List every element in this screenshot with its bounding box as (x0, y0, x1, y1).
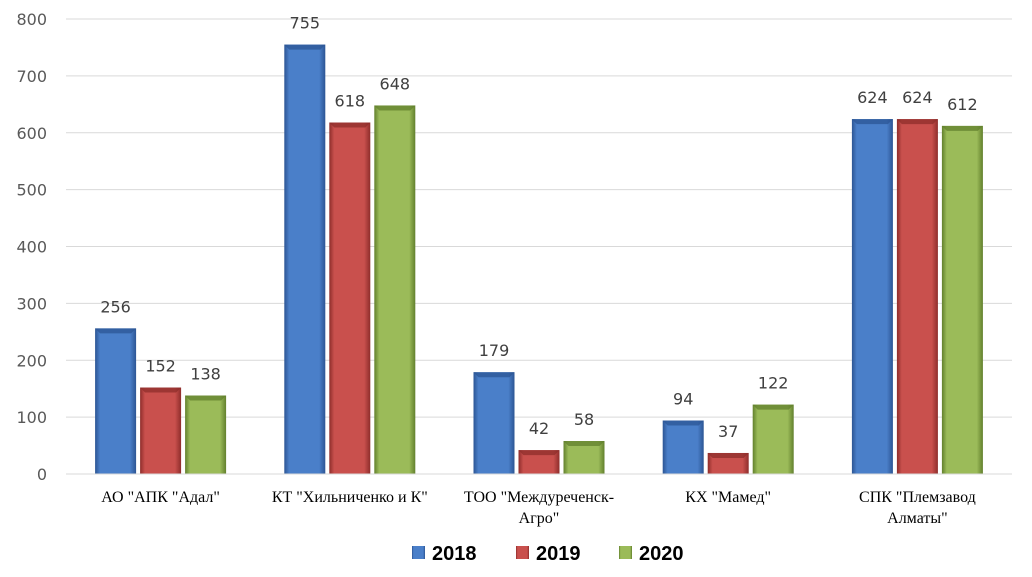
legend-swatch (516, 546, 529, 559)
bar-2020 (941, 125, 983, 475)
x-axis: АО "АПК "Адал" КТ "Хильниченко и К" ТОО "М… (66, 473, 1012, 527)
bar-2018 (473, 372, 515, 474)
bar-body (329, 122, 371, 474)
bar-2019 (518, 450, 560, 474)
bar-2019 (707, 452, 749, 474)
bar-2020 (185, 395, 227, 474)
bar-body (140, 387, 182, 474)
legend-swatch (619, 546, 632, 559)
bar-body (851, 119, 893, 474)
y-axis: 0 100 200 300 400 500 600 700 800 (16, 10, 47, 484)
x-tick-label: Алматы" (887, 510, 948, 527)
bar-bevel (140, 387, 182, 393)
data-labels: 256 152 138 755 618 648 179 42 58 94 37 122 624 624 61… (100, 14, 977, 441)
x-tick-label: ТОО "Междуреченск- (464, 489, 614, 506)
legend: 2018 2019 2020 (412, 543, 684, 565)
legend-label: 2020 (639, 543, 684, 565)
data-label: 179 (479, 341, 510, 360)
bar-bevel (563, 441, 605, 447)
data-label: 138 (190, 365, 221, 384)
y-tick-label: 800 (16, 10, 47, 29)
bar-body (473, 372, 515, 474)
data-label: 256 (100, 297, 131, 316)
legend-swatch (412, 546, 425, 559)
data-label: 42 (529, 419, 549, 438)
y-tick-label: 0 (37, 465, 47, 484)
bar-body (707, 452, 749, 474)
bar-body (896, 119, 938, 474)
bar-2018 (851, 119, 893, 474)
data-label: 755 (290, 14, 321, 33)
bar-2019 (140, 387, 182, 474)
bar-2020 (563, 441, 605, 474)
bar-bevel (851, 119, 893, 125)
y-tick-label: 300 (16, 294, 47, 313)
bar-bevel (518, 450, 560, 456)
bar-2019 (329, 122, 371, 474)
data-label: 122 (758, 374, 789, 393)
data-label: 624 (857, 88, 888, 107)
bar-bevel (752, 404, 794, 410)
bar-body (752, 404, 794, 474)
data-label: 94 (673, 390, 693, 409)
data-label: 648 (380, 74, 411, 93)
y-tick-label: 700 (16, 67, 47, 86)
legend-item-2018: 2018 (412, 543, 477, 565)
bar-bevel (284, 44, 326, 50)
bar-2018 (284, 44, 326, 474)
bar-2018 (95, 328, 137, 474)
bar-bevel (329, 122, 371, 128)
bar-body (95, 328, 137, 474)
bar-bevel (185, 395, 227, 401)
x-tick-label: КХ "Мамед" (685, 489, 771, 506)
data-label: 612 (947, 95, 978, 114)
y-tick-label: 400 (16, 238, 47, 257)
bars (95, 44, 983, 475)
bar-body (284, 44, 326, 474)
bar-body (941, 125, 983, 475)
bar-2018 (662, 420, 704, 474)
y-tick-label: 200 (16, 351, 47, 370)
bar-bevel (662, 420, 704, 426)
data-label: 152 (145, 357, 176, 376)
legend-label: 2019 (536, 543, 581, 565)
x-tick-label: АО "АПК "Адал" (101, 489, 220, 506)
y-tick-label: 500 (16, 181, 47, 200)
bar-bevel (941, 125, 983, 131)
data-label: 37 (718, 422, 738, 441)
bar-bevel (896, 119, 938, 125)
bar-body (518, 450, 560, 474)
bar-bevel (707, 452, 749, 458)
bar-2019 (896, 119, 938, 474)
bar-body (662, 420, 704, 474)
data-label: 58 (574, 410, 594, 429)
y-tick-label: 600 (16, 124, 47, 143)
bar-2020 (374, 105, 416, 474)
bar-body (563, 441, 605, 474)
bar-bevel (95, 328, 137, 334)
x-tick-label: СПК "Племзавод (859, 489, 976, 506)
bar-2020 (752, 404, 794, 474)
legend-item-2019: 2019 (516, 543, 581, 565)
data-label: 624 (902, 88, 933, 107)
bar-body (374, 105, 416, 474)
data-label: 618 (335, 92, 366, 111)
bar-bevel (374, 105, 416, 111)
legend-label: 2018 (432, 543, 477, 565)
x-tick-label: Агро" (519, 510, 560, 527)
legend-item-2020: 2020 (619, 543, 684, 565)
bar-bevel (473, 372, 515, 378)
x-tick-label: КТ "Хильниченко и К" (272, 489, 428, 506)
y-tick-label: 100 (16, 408, 47, 427)
bar-body (185, 395, 227, 474)
